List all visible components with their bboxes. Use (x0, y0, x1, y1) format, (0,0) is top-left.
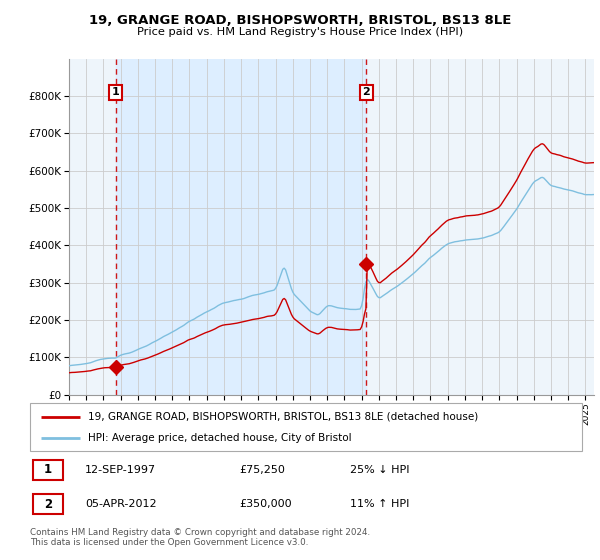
Text: Contains HM Land Registry data © Crown copyright and database right 2024.
This d: Contains HM Land Registry data © Crown c… (30, 528, 370, 547)
Text: 2: 2 (362, 87, 370, 97)
Bar (116, 59, 366, 395)
Text: 1: 1 (112, 87, 119, 97)
Text: 11% ↑ HPI: 11% ↑ HPI (350, 499, 410, 509)
Text: 19, GRANGE ROAD, BISHOPSWORTH, BRISTOL, BS13 8LE: 19, GRANGE ROAD, BISHOPSWORTH, BRISTOL, … (89, 14, 511, 27)
Text: 12-SEP-1997: 12-SEP-1997 (85, 465, 157, 475)
Text: £350,000: £350,000 (240, 499, 292, 509)
Text: 2: 2 (44, 497, 52, 511)
Text: HPI: Average price, detached house, City of Bristol: HPI: Average price, detached house, City… (88, 433, 352, 444)
FancyBboxPatch shape (30, 403, 582, 451)
Text: 1: 1 (44, 463, 52, 476)
Text: 05-APR-2012: 05-APR-2012 (85, 499, 157, 509)
Text: 25% ↓ HPI: 25% ↓ HPI (350, 465, 410, 475)
FancyBboxPatch shape (33, 494, 63, 514)
Text: Price paid vs. HM Land Registry's House Price Index (HPI): Price paid vs. HM Land Registry's House … (137, 27, 463, 37)
Text: £75,250: £75,250 (240, 465, 286, 475)
Text: 19, GRANGE ROAD, BISHOPSWORTH, BRISTOL, BS13 8LE (detached house): 19, GRANGE ROAD, BISHOPSWORTH, BRISTOL, … (88, 412, 478, 422)
FancyBboxPatch shape (33, 460, 63, 480)
